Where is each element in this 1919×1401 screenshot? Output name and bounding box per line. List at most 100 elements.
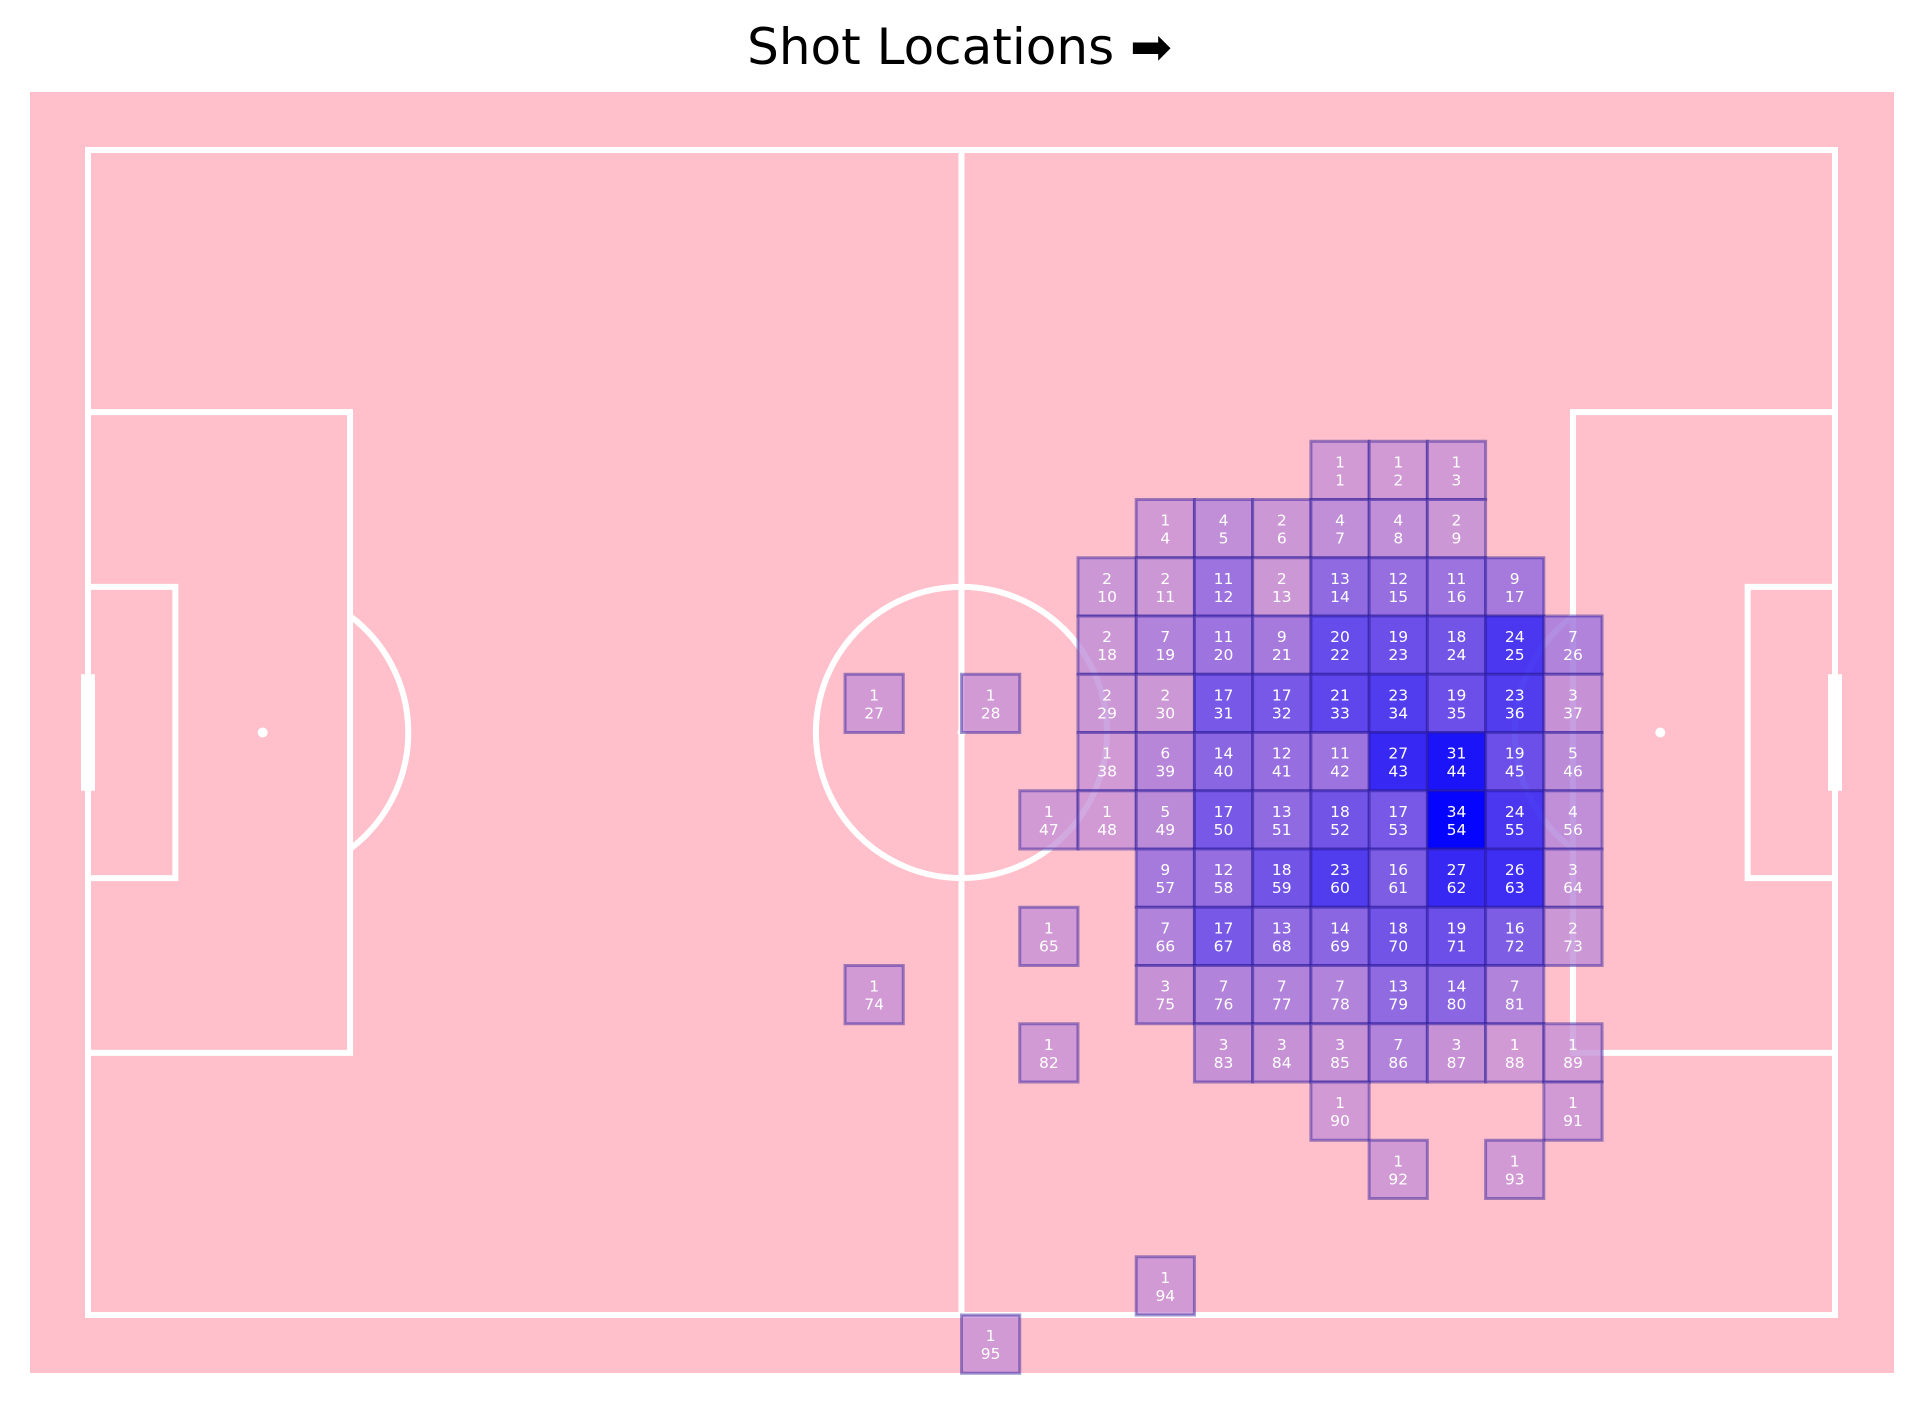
cell-index-label: 55 (1505, 821, 1525, 839)
cell-count-label: 17 (1214, 919, 1234, 937)
cell-index-label: 57 (1155, 879, 1175, 897)
cell-index-label: 45 (1505, 763, 1525, 781)
cell-count-label: 7 (1510, 978, 1520, 996)
heatmap-cell-box (1251, 1022, 1313, 1084)
cell-index-label: 95 (981, 1345, 1001, 1363)
cell-index-label: 13 (1272, 588, 1292, 606)
heatmap-cell-box (1134, 1255, 1196, 1317)
heatmap-cell-box (1367, 964, 1429, 1026)
cell-count-label: 2 (1102, 570, 1112, 588)
heatmap-cell-box (1134, 789, 1196, 851)
cell-index-label: 50 (1214, 821, 1234, 839)
cell-count-label: 4 (1219, 512, 1229, 530)
heatmap-cell: 189 (1542, 1022, 1604, 1084)
heatmap-cell: 138 (1076, 731, 1138, 793)
cell-count-label: 18 (1447, 628, 1467, 646)
cell-index-label: 2 (1393, 471, 1403, 489)
cell-count-label: 3 (1452, 1036, 1462, 1054)
heatmap-cell-box (1367, 1022, 1429, 1084)
cell-index-label: 67 (1214, 937, 1234, 955)
cell-index-label: 8 (1393, 530, 1403, 548)
cell-index-label: 28 (981, 704, 1001, 722)
cell-count-label: 11 (1447, 570, 1467, 588)
cell-index-label: 47 (1039, 821, 1059, 839)
cell-index-label: 12 (1214, 588, 1234, 606)
heatmap-cell-box (843, 964, 905, 1026)
cell-index-label: 30 (1155, 704, 1175, 722)
heatmap-cell: 47 (1309, 498, 1371, 560)
cell-index-label: 90 (1330, 1112, 1350, 1130)
heatmap-cell-box (1542, 905, 1604, 967)
cell-count-label: 3 (1568, 861, 1578, 879)
heatmap-cell: 188 (1484, 1022, 1546, 1084)
cell-count-label: 1 (1568, 1094, 1578, 1112)
cell-index-label: 78 (1330, 996, 1350, 1014)
heatmap-cell-box (1309, 1022, 1371, 1084)
cell-count-label: 1 (986, 1327, 996, 1345)
cell-index-label: 9 (1452, 530, 1462, 548)
heatmap-cell-box (1192, 847, 1255, 909)
cell-count-label: 17 (1388, 803, 1408, 821)
cell-index-label: 86 (1388, 1054, 1408, 1072)
cell-count-label: 1 (1393, 1152, 1403, 1170)
heatmap-cell-box (1484, 731, 1546, 793)
heatmap-cell: 546 (1542, 731, 1604, 793)
cell-index-label: 7 (1335, 530, 1345, 548)
cell-index-label: 1 (1335, 471, 1345, 489)
heatmap-cell: 549 (1134, 789, 1196, 851)
heatmap-cell-box (1251, 905, 1313, 967)
cell-count-label: 21 (1330, 686, 1350, 704)
heatmap-cell: 766 (1134, 905, 1196, 967)
cell-count-label: 1 (1160, 1269, 1170, 1287)
heatmap-cell-box (1018, 789, 1080, 851)
cell-count-label: 16 (1388, 861, 1408, 879)
cell-count-label: 1 (1393, 453, 1403, 471)
cell-count-label: 1 (1510, 1152, 1520, 1170)
cell-index-label: 14 (1330, 588, 1350, 606)
heatmap-cell-box (1484, 964, 1546, 1026)
cell-index-label: 82 (1039, 1054, 1059, 1072)
heatmap-cell: 364 (1542, 847, 1604, 909)
cell-index-label: 23 (1388, 646, 1408, 664)
cell-index-label: 41 (1272, 763, 1292, 781)
heatmap-cell-box (1134, 672, 1196, 734)
cell-index-label: 56 (1563, 821, 1583, 839)
cell-count-label: 18 (1330, 803, 1350, 821)
cell-index-label: 77 (1272, 996, 1292, 1014)
cell-index-label: 63 (1505, 879, 1525, 897)
cell-index-label: 73 (1563, 937, 1583, 955)
heatmap-cell: 128 (960, 672, 1022, 734)
cell-count-label: 1 (986, 686, 996, 704)
heatmap-cell-box (1542, 1022, 1604, 1084)
heatmap-cell-box (1192, 556, 1255, 618)
cell-index-label: 19 (1155, 646, 1175, 664)
heatmap-cell: 385 (1309, 1022, 1371, 1084)
heatmap-cell: 29 (1425, 498, 1488, 560)
heatmap-cell-box (1367, 731, 1429, 793)
heatmap-cell-box (1484, 614, 1546, 676)
cell-count-label: 1 (1335, 453, 1345, 471)
cell-count-label: 7 (1219, 978, 1229, 996)
cell-index-label: 81 (1505, 996, 1525, 1014)
heatmap-cell: 127 (843, 672, 905, 734)
heatmap-cell-box (1484, 905, 1546, 967)
heatmap-cell: 195 (960, 1313, 1022, 1375)
cell-count-label: 4 (1335, 512, 1345, 530)
cell-index-label: 93 (1505, 1170, 1525, 1188)
cell-index-label: 24 (1447, 646, 1467, 664)
cell-count-label: 3 (1160, 978, 1170, 996)
cell-index-label: 68 (1272, 937, 1292, 955)
